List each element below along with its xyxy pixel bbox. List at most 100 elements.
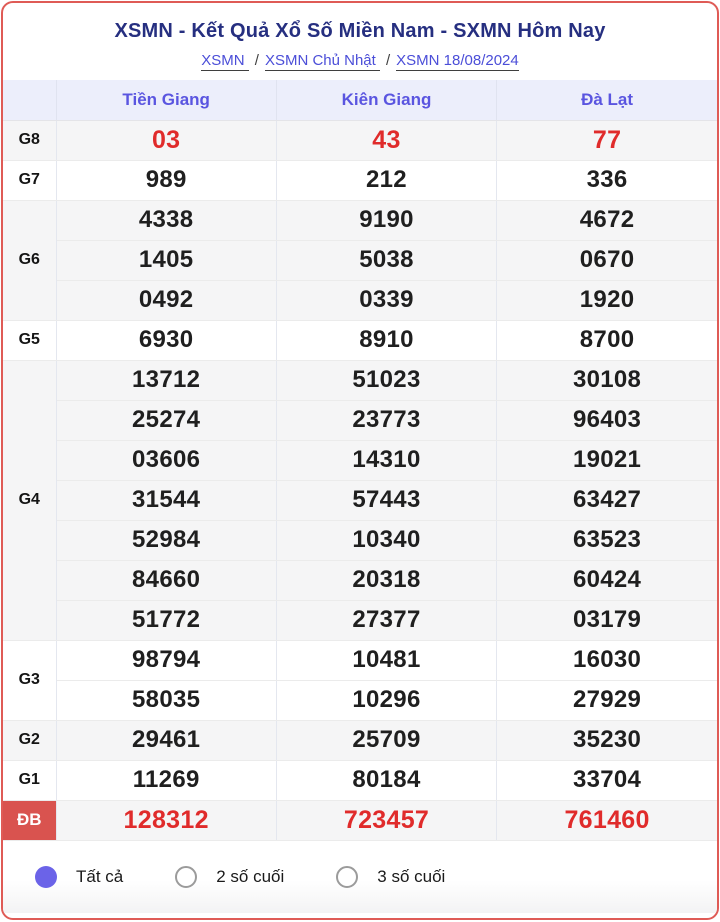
prize-group-label: ĐB — [3, 800, 57, 841]
prize-number: 0492 — [56, 280, 277, 321]
prize-number: 0339 — [276, 280, 498, 321]
prize-number: 10481 — [276, 640, 498, 681]
prize-number: 19021 — [496, 440, 717, 481]
table-row: 1405 5038 0670 — [3, 240, 717, 281]
prize-group-label: G4 — [3, 360, 57, 641]
table-row: G5 6930 8910 8700 — [3, 320, 717, 361]
prize-number: 989 — [56, 160, 277, 201]
prize-group-label: G1 — [3, 760, 57, 801]
prize-number: 51023 — [276, 360, 498, 401]
table-row: 0492 0339 1920 — [3, 280, 717, 321]
prize-number: 27377 — [276, 600, 498, 641]
prize-number: 723457 — [276, 800, 498, 841]
prize-group-label: G2 — [3, 720, 57, 761]
prize-number: 57443 — [276, 480, 498, 521]
prize-number: 84660 — [56, 560, 277, 601]
breadcrumb-link[interactable]: XSMN Chủ Nhật — [264, 52, 380, 71]
prize-number: 8910 — [276, 320, 498, 361]
prize-number: 23773 — [276, 400, 498, 441]
prize-number: 11269 — [56, 760, 277, 801]
prize-number: 10340 — [276, 520, 498, 561]
breadcrumb-link[interactable]: XSMN 18/08/2024 — [396, 52, 519, 71]
prize-number: 63523 — [496, 520, 717, 561]
table-row: G8 03 43 77 — [3, 120, 717, 161]
prize-group-label: G6 — [3, 200, 57, 321]
prize-number: 14310 — [276, 440, 498, 481]
table-row: G7 989 212 336 — [3, 160, 717, 201]
prize-number: 58035 — [56, 680, 277, 721]
table-row: G3 98794 10481 16030 — [3, 640, 717, 721]
prize-number: 43 — [276, 120, 498, 161]
table-row: 51772 27377 03179 — [3, 600, 717, 641]
table-row: G2 29461 25709 35230 — [3, 720, 717, 761]
prize-number: 77 — [496, 120, 717, 161]
results-table: Tiền Giang Kiên Giang Đà Lạt G8 03 43 77 G7 9… — [3, 80, 717, 841]
radio-icon[interactable] — [175, 865, 198, 888]
prize-number: 10296 — [276, 680, 498, 721]
prize-number: 4338 — [56, 200, 277, 241]
prize-number: 8700 — [496, 320, 717, 361]
prize-number: 13712 — [56, 360, 277, 401]
prize-number: 33704 — [496, 760, 717, 801]
table-row: 58035 10296 27929 — [3, 680, 717, 721]
filter-option-label: 2 số cuối — [216, 866, 285, 886]
table-row: 84660 20318 60424 — [3, 560, 717, 601]
filter-option-label: 3 số cuối — [377, 866, 446, 886]
prize-number: 9190 — [276, 200, 498, 241]
filter-option[interactable]: 2 số cuối — [175, 865, 285, 888]
table-row: 31544 57443 63427 — [3, 480, 717, 521]
prize-number: 63427 — [496, 480, 717, 521]
prize-number: 1920 — [496, 280, 717, 321]
filter-option[interactable]: 3 số cuối — [336, 865, 446, 888]
breadcrumb-separator: / — [385, 52, 391, 69]
prize-number: 96403 — [496, 400, 717, 441]
prize-number: 03179 — [496, 600, 717, 641]
prize-number: 5038 — [276, 240, 498, 281]
prize-number: 212 — [276, 160, 498, 201]
prize-number: 35230 — [496, 720, 717, 761]
prize-number: 16030 — [496, 640, 717, 681]
table-row: 25274 23773 96403 — [3, 400, 717, 441]
prize-number: 20318 — [276, 560, 498, 601]
prize-number: 98794 — [56, 640, 277, 681]
breadcrumb: XSMN / XSMN Chủ Nhật / XSMN 18/08/2024 — [3, 52, 717, 71]
column-header-province-1: Tiền Giang — [56, 80, 277, 121]
prize-number: 25709 — [276, 720, 498, 761]
prize-group-label: G5 — [3, 320, 57, 361]
prize-number: 52984 — [56, 520, 277, 561]
breadcrumb-separator: / — [254, 52, 259, 69]
prize-number: 6930 — [56, 320, 277, 361]
prize-number: 80184 — [276, 760, 498, 801]
filter-option-label: Tất cả — [76, 866, 124, 886]
prize-number: 51772 — [56, 600, 277, 641]
breadcrumb-link[interactable]: XSMN — [201, 52, 249, 71]
table-row: G6 4338 9190 4672 — [3, 200, 717, 321]
display-filter-bar: Tất cả 2 số cuối 3 số cuối — [3, 840, 717, 913]
prize-number: 25274 — [56, 400, 277, 441]
table-header-row: Tiền Giang Kiên Giang Đà Lạt — [3, 80, 717, 121]
prize-number: 4672 — [496, 200, 717, 241]
table-row: G1 11269 80184 33704 — [3, 760, 717, 801]
column-header-province-3: Đà Lạt — [496, 80, 717, 121]
prize-number: 03606 — [56, 440, 277, 481]
prize-number: 31544 — [56, 480, 277, 521]
radio-icon[interactable] — [336, 865, 359, 888]
prize-number: 761460 — [496, 800, 717, 841]
prize-number: 128312 — [56, 800, 277, 841]
table-row: G4 13712 51023 30108 — [3, 360, 717, 641]
filter-option[interactable]: Tất cả — [35, 865, 124, 888]
results-table-body: G8 03 43 77 G7 989 212 336 G6 4338 9190 4672 1405 503… — [3, 120, 717, 841]
prize-number: 03 — [56, 120, 277, 161]
table-row: 03606 14310 19021 — [3, 440, 717, 481]
table-row: ĐB 128312 723457 761460 — [3, 800, 717, 841]
prize-number: 1405 — [56, 240, 277, 281]
radio-icon[interactable] — [35, 865, 57, 888]
column-header-province-2: Kiên Giang — [276, 80, 498, 121]
prize-number: 336 — [496, 160, 717, 201]
prize-column-header — [3, 80, 57, 121]
table-row: 52984 10340 63523 — [3, 520, 717, 561]
prize-number: 0670 — [496, 240, 717, 281]
page-title: XSMN - Kết Quả Xổ Số Miền Nam - SXMN Hôm… — [114, 20, 606, 42]
prize-number: 60424 — [496, 560, 717, 601]
